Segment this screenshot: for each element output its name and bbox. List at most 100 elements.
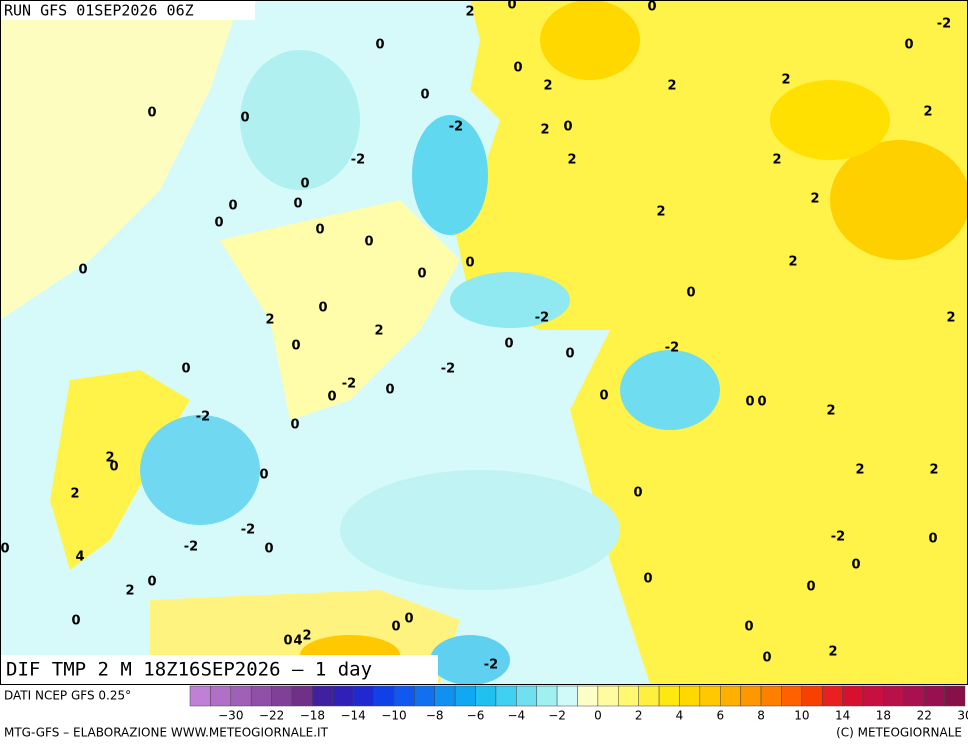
- contour-label: -2: [484, 658, 498, 673]
- contour-label: 0: [264, 542, 273, 557]
- contour-label: -2: [665, 341, 679, 356]
- colorbar-swatch: [414, 685, 435, 707]
- contour-label: 4: [75, 550, 84, 565]
- colorbar-label: 2: [635, 709, 643, 723]
- colorbar-label: 18: [876, 709, 891, 723]
- colorbar-label: 10: [794, 709, 809, 723]
- warm-core: [540, 0, 640, 80]
- contour-label: 0: [420, 88, 429, 103]
- cool-area: [620, 350, 720, 430]
- contour-label: 0: [78, 263, 87, 278]
- colorbar-swatch: [699, 685, 721, 707]
- contour-label: 0: [599, 389, 608, 404]
- contour-label: 0: [214, 216, 223, 231]
- title-box: [0, 655, 438, 684]
- contour-label: 2: [540, 123, 549, 138]
- colorbar-label: 0: [594, 709, 602, 723]
- contour-label: 0: [643, 572, 652, 587]
- cool-area: [240, 50, 360, 190]
- colorbar-swatch: [760, 685, 782, 707]
- colorbar-label: −4: [507, 709, 525, 723]
- colorbar-swatch: [454, 685, 476, 707]
- cool-area: [140, 415, 260, 525]
- colorbar-swatch: [821, 685, 843, 707]
- contour-label: 2: [265, 313, 274, 328]
- colorbar-swatch: [271, 685, 293, 707]
- contour-label: 0: [465, 256, 474, 271]
- contour-label: 0: [851, 558, 860, 573]
- contour-label: 2: [656, 205, 665, 220]
- contour-label: 0: [181, 362, 190, 377]
- contour-label: -2: [535, 311, 549, 326]
- contour-label: 2: [543, 79, 552, 94]
- run-box: [0, 0, 255, 20]
- contour-label: 2: [465, 5, 474, 20]
- contour-label: 0: [71, 614, 80, 629]
- contour-label: 0: [290, 418, 299, 433]
- contour-label: -2: [196, 410, 210, 425]
- contour-label: 0: [385, 383, 394, 398]
- cool-area: [430, 635, 510, 685]
- contour-label: 2: [946, 311, 955, 326]
- contour-label: 0: [147, 575, 156, 590]
- contour-label: -2: [342, 377, 356, 392]
- contour-label: 2: [929, 463, 938, 478]
- contour-label: 2: [781, 73, 790, 88]
- contour-label: 0: [417, 267, 426, 282]
- colorbar-label: −30: [218, 709, 243, 723]
- colorbar-swatch: [801, 685, 823, 707]
- run-label: RUN GFS 01SEP2026 06Z: [4, 2, 194, 20]
- colorbar-swatch: [495, 685, 517, 707]
- colorbar-label: 8: [757, 709, 765, 723]
- colorbar-label: 4: [676, 709, 684, 723]
- contour-label: 0: [563, 120, 572, 135]
- contour-label: 0: [391, 620, 400, 635]
- colorbar-label: −18: [300, 709, 325, 723]
- colorbar-label: −14: [340, 709, 365, 723]
- contour-label: -2: [184, 540, 198, 555]
- contour-label: 0: [513, 61, 522, 76]
- contour-label: 0: [762, 651, 771, 666]
- contour-label: -2: [441, 362, 455, 377]
- contour-label: 0: [240, 111, 249, 126]
- colorbar-swatch: [536, 685, 558, 707]
- contour-label: 0: [744, 620, 753, 635]
- contour-label: 0: [745, 395, 754, 410]
- warm-core: [830, 140, 968, 260]
- contour-label: 2: [855, 463, 864, 478]
- colorbar-swatch: [862, 685, 884, 707]
- colorbar-swatch: [312, 685, 334, 707]
- contour-label: 0: [686, 286, 695, 301]
- contour-label: 0: [0, 542, 9, 557]
- colorbar-label: 22: [917, 709, 932, 723]
- colorbar-swatch: [556, 685, 578, 707]
- atlantic-warm: [0, 0, 240, 320]
- contour-label: -2: [241, 523, 255, 538]
- contour-label: 2: [826, 404, 835, 419]
- colorbar-swatch: [944, 685, 966, 707]
- contour-label: 0: [327, 390, 336, 405]
- colorbar-swatch: [250, 685, 272, 707]
- cool-area: [412, 115, 488, 235]
- colorbar-swatch: [393, 685, 415, 707]
- contour-label: -2: [831, 530, 845, 545]
- contour-label: 2: [105, 451, 114, 466]
- colorbar-label: −10: [381, 709, 406, 723]
- colorbar-swatch: [475, 685, 497, 707]
- contour-label: 2: [810, 192, 819, 207]
- colorbar-swatch: [679, 685, 701, 707]
- colorbar-swatch: [842, 685, 864, 707]
- contour-label: 2: [923, 105, 932, 120]
- contour-label: 0: [904, 38, 913, 53]
- colorbar-label: −6: [467, 709, 485, 723]
- map-title: DIF TMP 2 M 18Z16SEP2026 – 1 day: [6, 659, 372, 681]
- contour-label: 2: [667, 79, 676, 94]
- colorbar-swatch: [230, 685, 252, 707]
- colorbar-swatch: [189, 685, 211, 707]
- contour-label: 0: [404, 612, 413, 627]
- contour-label: 0: [291, 339, 300, 354]
- contour-label: -2: [937, 17, 951, 32]
- colorbar: −30 −22 −18 −14 −10 −8 −6 −4 −2 0 2 4 6 8 10 14 18 22 30: [189, 685, 968, 723]
